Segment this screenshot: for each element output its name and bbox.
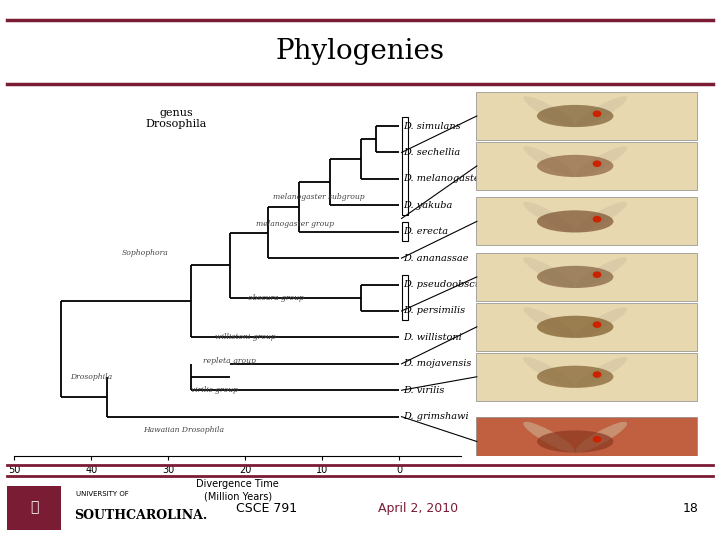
Ellipse shape bbox=[576, 146, 627, 177]
Text: D. willistoni: D. willistoni bbox=[403, 333, 462, 342]
FancyBboxPatch shape bbox=[476, 142, 697, 190]
Text: D. sechellia: D. sechellia bbox=[403, 148, 460, 157]
Ellipse shape bbox=[593, 271, 601, 278]
Text: Hawaiian Drosophila: Hawaiian Drosophila bbox=[143, 426, 224, 434]
Ellipse shape bbox=[576, 422, 627, 453]
FancyBboxPatch shape bbox=[476, 92, 697, 140]
FancyBboxPatch shape bbox=[7, 486, 61, 530]
Text: CSCE 791: CSCE 791 bbox=[236, 502, 297, 515]
X-axis label: Divergence Time
(Million Years): Divergence Time (Million Years) bbox=[197, 480, 279, 501]
Ellipse shape bbox=[576, 96, 627, 127]
Ellipse shape bbox=[523, 96, 575, 127]
Ellipse shape bbox=[537, 430, 613, 453]
FancyBboxPatch shape bbox=[476, 417, 697, 465]
Bar bbox=[402, 275, 408, 320]
Ellipse shape bbox=[537, 105, 613, 127]
Text: obscura group: obscura group bbox=[248, 294, 304, 302]
Text: D. mojavensis: D. mojavensis bbox=[403, 359, 472, 368]
Text: D. pseudoobscura: D. pseudoobscura bbox=[403, 280, 492, 289]
Ellipse shape bbox=[537, 316, 613, 338]
Ellipse shape bbox=[523, 357, 575, 388]
Bar bbox=[402, 117, 408, 214]
Ellipse shape bbox=[593, 216, 601, 222]
Text: genus
Drosophila: genus Drosophila bbox=[145, 107, 207, 129]
Text: D. virilis: D. virilis bbox=[403, 386, 444, 395]
Text: melanogaster group: melanogaster group bbox=[256, 220, 334, 228]
Ellipse shape bbox=[593, 111, 601, 117]
FancyBboxPatch shape bbox=[476, 353, 697, 401]
Text: virilis group: virilis group bbox=[191, 386, 238, 394]
Text: Drosophila: Drosophila bbox=[71, 373, 112, 381]
Ellipse shape bbox=[593, 436, 601, 443]
Ellipse shape bbox=[537, 266, 613, 288]
Text: D. persimilis: D. persimilis bbox=[403, 307, 465, 315]
Text: UNIVERSITY OF: UNIVERSITY OF bbox=[76, 491, 128, 497]
Text: SOUTHCAROLINA.: SOUTHCAROLINA. bbox=[74, 509, 207, 522]
Ellipse shape bbox=[523, 146, 575, 177]
Text: willistoni group: willistoni group bbox=[215, 333, 276, 341]
FancyBboxPatch shape bbox=[476, 303, 697, 351]
Text: D. grimshawi: D. grimshawi bbox=[403, 412, 469, 421]
Ellipse shape bbox=[593, 160, 601, 167]
Text: D. simulans: D. simulans bbox=[403, 122, 461, 131]
Text: 🌿: 🌿 bbox=[30, 500, 39, 514]
Text: Sophophora: Sophophora bbox=[122, 249, 168, 257]
Ellipse shape bbox=[593, 321, 601, 328]
Ellipse shape bbox=[576, 307, 627, 338]
Ellipse shape bbox=[537, 155, 613, 177]
Ellipse shape bbox=[537, 210, 613, 233]
Ellipse shape bbox=[576, 357, 627, 388]
Ellipse shape bbox=[593, 371, 601, 378]
Text: D. erecta: D. erecta bbox=[403, 227, 449, 236]
FancyBboxPatch shape bbox=[476, 253, 697, 301]
Ellipse shape bbox=[537, 366, 613, 388]
Text: melanogaster subgroup: melanogaster subgroup bbox=[273, 193, 364, 201]
Text: 18: 18 bbox=[683, 502, 698, 515]
Text: D. melanogaster: D. melanogaster bbox=[403, 174, 485, 184]
Ellipse shape bbox=[523, 307, 575, 338]
FancyBboxPatch shape bbox=[476, 197, 697, 246]
Ellipse shape bbox=[576, 202, 627, 232]
Text: April 2, 2010: April 2, 2010 bbox=[377, 502, 458, 515]
Text: D. yakuba: D. yakuba bbox=[403, 201, 452, 210]
Ellipse shape bbox=[523, 257, 575, 288]
Ellipse shape bbox=[523, 422, 575, 453]
Ellipse shape bbox=[523, 202, 575, 232]
Bar bbox=[402, 222, 408, 241]
Text: D. ananassae: D. ananassae bbox=[403, 254, 469, 262]
Ellipse shape bbox=[576, 257, 627, 288]
Text: repleta group: repleta group bbox=[204, 357, 256, 365]
Text: Phylogenies: Phylogenies bbox=[276, 38, 444, 65]
